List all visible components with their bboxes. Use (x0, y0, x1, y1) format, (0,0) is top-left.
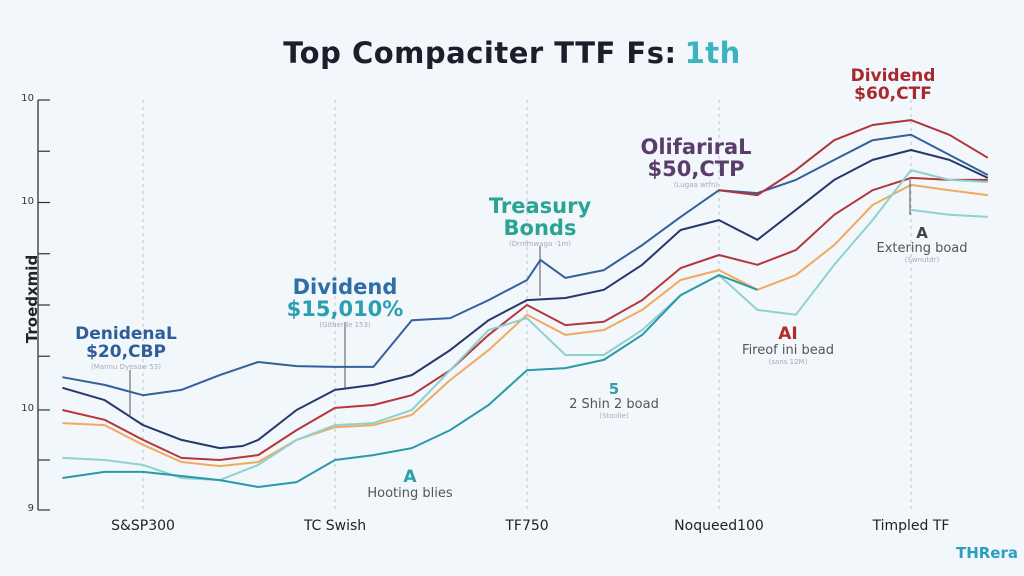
y-tick-label: 10 (21, 195, 34, 207)
y-tick-label: 10 (21, 402, 34, 414)
title-accent: 1th (684, 36, 741, 70)
annotation-5: 5 2 Shin 2 boad (Stoolle) (569, 380, 659, 421)
annotation-extering-boad: A Extering boad (Swnutdr) (876, 224, 968, 265)
annotation-olifariral: OlifariraL $50,CTP (Lugaa wtfn) (640, 135, 752, 190)
series-line-1 (718, 119, 989, 197)
annotation-dividend-15: Dividend $15,010% (Githerde 153) (286, 275, 404, 330)
series-line-7 (62, 274, 758, 488)
series-line-3 (62, 176, 988, 461)
x-tick-label: TC Swish (303, 518, 367, 534)
annotation-denidenal: DenidenaL $20,CBP (Mannu Dyesaw 53) (75, 324, 177, 371)
chart-title: Top Compaciter TTF Fs: 1th (0, 36, 1024, 70)
x-tick-label: Timpled TF (872, 518, 950, 534)
x-tick-label: S&SP300 (111, 518, 175, 534)
annotation-dividend-60: Dividend $60,CTF (850, 66, 936, 104)
y-tick-label: 9 (27, 503, 34, 514)
series-line-6 (910, 208, 988, 218)
annotation-ai: AI Fireof ini bead (sans 12M) (742, 324, 834, 367)
title-text: Top Compaciter TTF Fs: (283, 36, 677, 70)
brand-logo: THRera (955, 544, 1018, 562)
series-line-4 (62, 183, 988, 468)
y-axis-label: Troedxmid (23, 254, 42, 344)
x-tick-label: Noqueed100 (674, 518, 764, 534)
annotation-treasury-bonds: Treasury Bonds (Drmmwaga -1m) (488, 194, 592, 249)
annotation-hooting-blies: A Hooting blies (367, 467, 453, 501)
series-line-2 (62, 149, 989, 450)
y-tick-label: 10 (21, 93, 34, 104)
x-tick-label: TF750 (505, 518, 549, 534)
series-line-0 (62, 133, 989, 397)
